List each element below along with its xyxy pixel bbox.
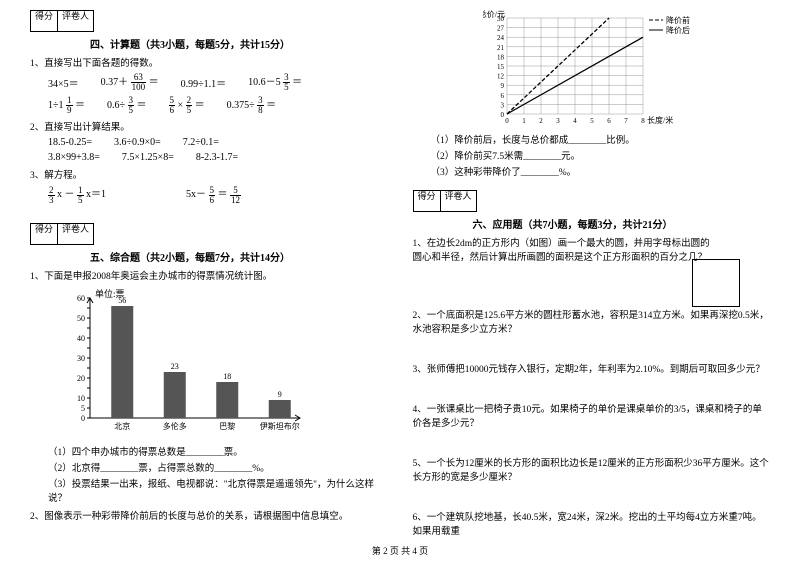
expr: 56 × 25 ＝ bbox=[169, 96, 205, 115]
page-container: 得分 评卷人 四、计算题（共3小题，每题5分，共计15分） 1、直接写出下面各题… bbox=[0, 0, 800, 561]
svg-text:3: 3 bbox=[556, 117, 560, 125]
score-label: 得分 bbox=[30, 223, 58, 245]
svg-text:伊斯坦布尔: 伊斯坦布尔 bbox=[260, 421, 300, 431]
score-box-section6: 得分 评卷人 bbox=[413, 190, 771, 212]
section6-title: 六、应用题（共7小题，每题3分，共计21分） bbox=[413, 216, 771, 231]
svg-text:56: 56 bbox=[118, 296, 126, 305]
svg-text:2: 2 bbox=[539, 117, 543, 125]
q4-2: 2、直接写出计算结果。 bbox=[30, 119, 388, 133]
svg-text:18: 18 bbox=[497, 53, 505, 61]
svg-text:长度/米: 长度/米 bbox=[647, 115, 673, 125]
eq-row-2: 1÷1 19 ＝ 0.6÷ 35 ＝ 56 × 25 ＝ 0.375÷ 38 ＝ bbox=[48, 96, 388, 115]
svg-text:20: 20 bbox=[77, 374, 85, 383]
expr: 5x－ 56 ＝ 512 bbox=[186, 185, 241, 204]
svg-text:5: 5 bbox=[590, 117, 594, 125]
svg-text:9: 9 bbox=[278, 390, 282, 399]
expr: 18.5-0.25= bbox=[48, 137, 92, 148]
score-label: 得分 bbox=[413, 190, 441, 212]
svg-text:12: 12 bbox=[497, 73, 505, 81]
score-label: 得分 bbox=[30, 10, 58, 32]
graph-sub: （3）这种彩带降价了________%。 bbox=[431, 164, 771, 178]
graph-sub: （2）降价前买7.5米需________元。 bbox=[431, 148, 771, 162]
svg-text:5: 5 bbox=[81, 404, 85, 413]
svg-text:10: 10 bbox=[77, 394, 85, 403]
q5-2: 2、图像表示一种彩带降价前后的长度与总价的关系，请根据图中信息填空。 bbox=[30, 508, 388, 522]
score-box-section5: 得分 评卷人 bbox=[30, 223, 388, 245]
expr: 0.6÷ 35 ＝ bbox=[107, 96, 147, 115]
q6-6: 6、一个建筑队挖地基，长40.5米，宽24米，深2米。挖出的土平均每4立方米重7… bbox=[413, 509, 771, 537]
svg-text:多伦多: 多伦多 bbox=[163, 421, 187, 431]
svg-text:1: 1 bbox=[522, 117, 526, 125]
grader-label: 评卷人 bbox=[441, 190, 477, 212]
q5-1: 1、下面是申报2008年奥运会主办城市的得票情况统计图。 bbox=[30, 268, 388, 282]
svg-text:30: 30 bbox=[77, 354, 85, 363]
eq-row-1: 34×5＝ 0.37＋ 63100 ＝ 0.99÷1.1＝ 10.6－5 35 … bbox=[48, 73, 388, 92]
svg-text:巴黎: 巴黎 bbox=[219, 421, 235, 431]
q6-5: 5、一个长为12厘米的长方形的面积比边长是12厘米的正方形面积少36平方厘米。这… bbox=[413, 455, 771, 483]
q4-3: 3、解方程。 bbox=[30, 167, 388, 181]
svg-text:18: 18 bbox=[223, 372, 231, 381]
line-graph-svg: 012345678369121518212427300总价/元长度/米降价前降价… bbox=[483, 10, 713, 130]
grader-label: 评卷人 bbox=[58, 223, 94, 245]
q6-4: 4、一张课桌比一把椅子贵10元。如果椅子的单价是课桌单价的3/5，课桌和椅子的单… bbox=[413, 401, 771, 429]
svg-text:总价/元: 总价/元 bbox=[483, 10, 505, 19]
svg-text:24: 24 bbox=[497, 34, 505, 42]
q6-3: 3、张师傅把10000元钱存入银行，定期2年，年利率为2.10%。到期后可取回多… bbox=[413, 361, 771, 375]
expr: 3.8×99+3.8= bbox=[48, 152, 100, 163]
svg-text:23: 23 bbox=[171, 362, 179, 371]
eq-row-4: 3.8×99+3.8= 7.5×1.25×8= 8-2.3-1.7= bbox=[48, 152, 388, 163]
svg-text:6: 6 bbox=[500, 92, 504, 100]
svg-text:15: 15 bbox=[497, 63, 505, 71]
svg-text:4: 4 bbox=[573, 117, 577, 125]
page-footer: 第 2 页 共 4 页 bbox=[0, 544, 800, 557]
bar-chart-svg: 05102030405060单位:票56北京23多伦多18巴黎9伊斯坦布尔 bbox=[60, 288, 310, 438]
expr: 10.6－5 35 ＝ bbox=[248, 73, 302, 92]
svg-text:21: 21 bbox=[497, 44, 505, 52]
sub-q: （3）投票结果一出来，报纸、电视都说："北京得票是遥遥领先"，为什么这样说？ bbox=[48, 476, 388, 504]
expr: 0.37＋ 63100 ＝ bbox=[101, 73, 159, 92]
svg-text:降价后: 降价后 bbox=[666, 25, 690, 35]
expr: 8-2.3-1.7= bbox=[196, 152, 238, 163]
q4-1: 1、直接写出下面各题的得数。 bbox=[30, 55, 388, 69]
svg-text:0: 0 bbox=[500, 111, 504, 119]
expr: 34×5＝ bbox=[48, 75, 79, 90]
eq-row-3: 18.5-0.25= 3.6÷0.9×0= 7.2÷0.1= bbox=[48, 137, 388, 148]
q6-2: 2、一个底面积是125.6平方米的圆柱形蓄水池，容积是314立方米。如果再深挖0… bbox=[413, 307, 771, 335]
svg-text:9: 9 bbox=[500, 82, 504, 90]
sub-q: （2）北京得________票，占得票总数的________%。 bbox=[48, 460, 388, 474]
svg-text:60: 60 bbox=[77, 294, 85, 303]
expr: 7.5×1.25×8= bbox=[122, 152, 174, 163]
svg-text:北京: 北京 bbox=[114, 421, 130, 431]
grader-label: 评卷人 bbox=[58, 10, 94, 32]
sub-q: （1）四个申办城市的得票总数是________票。 bbox=[48, 444, 388, 458]
svg-text:27: 27 bbox=[497, 25, 505, 33]
svg-text:6: 6 bbox=[607, 117, 611, 125]
svg-text:3: 3 bbox=[500, 101, 504, 109]
section5-title: 五、综合题（共2小题，每题7分，共计14分） bbox=[30, 249, 388, 264]
right-column: 012345678369121518212427300总价/元长度/米降价前降价… bbox=[413, 10, 771, 541]
graph-sub: （1）降价前后，长度与总价都成________比例。 bbox=[431, 132, 771, 146]
expr: 7.2÷0.1= bbox=[183, 137, 219, 148]
section4-title: 四、计算题（共3小题，每题5分，共计15分） bbox=[30, 36, 388, 51]
score-box-section4: 得分 评卷人 bbox=[30, 10, 388, 32]
svg-text:0: 0 bbox=[81, 414, 85, 423]
square-figure bbox=[692, 259, 740, 307]
svg-text:降价前: 降价前 bbox=[666, 15, 690, 25]
expr: 0.375÷ 38 ＝ bbox=[227, 96, 277, 115]
svg-text:40: 40 bbox=[77, 334, 85, 343]
left-column: 得分 评卷人 四、计算题（共3小题，每题5分，共计15分） 1、直接写出下面各题… bbox=[30, 10, 388, 541]
expr: 3.6÷0.9×0= bbox=[114, 137, 161, 148]
expr: 0.99÷1.1＝ bbox=[181, 75, 227, 90]
expr: 23 x － 15 x＝1 bbox=[48, 185, 106, 204]
svg-text:50: 50 bbox=[77, 314, 85, 323]
eq-row-5: 23 x － 15 x＝1 5x－ 56 ＝ 512 bbox=[48, 185, 388, 204]
expr: 1÷1 19 ＝ bbox=[48, 96, 85, 115]
svg-text:7: 7 bbox=[624, 117, 628, 125]
svg-text:0: 0 bbox=[505, 117, 509, 125]
line-graph: 012345678369121518212427300总价/元长度/米降价前降价… bbox=[483, 10, 771, 130]
svg-text:8: 8 bbox=[641, 117, 645, 125]
bar-chart: 05102030405060单位:票56北京23多伦多18巴黎9伊斯坦布尔 bbox=[60, 288, 388, 438]
